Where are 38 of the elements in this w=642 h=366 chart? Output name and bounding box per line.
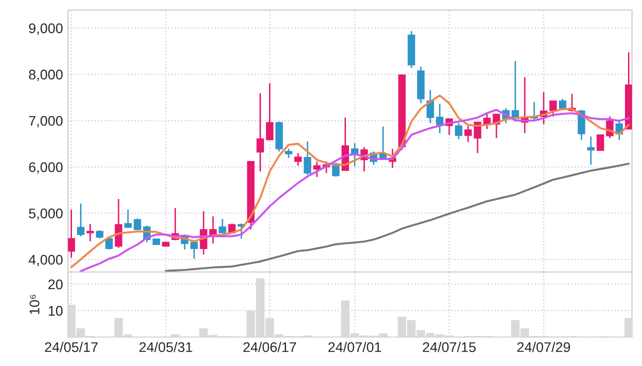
candlestick: [77, 202, 84, 237]
candlestick: [426, 89, 434, 124]
x-tick-label: 24/07/01: [328, 342, 382, 352]
candlestick: [86, 223, 94, 242]
candlestick: [266, 82, 274, 140]
y-tick-label: 5,000: [28, 208, 63, 220]
candlestick: [304, 140, 312, 176]
candlestick: [124, 208, 132, 229]
candlestick: [436, 103, 444, 134]
candlestick: [454, 122, 462, 140]
x-tick-label: 24/07/29: [517, 342, 570, 352]
candlestick: [134, 218, 142, 231]
candlestick: [68, 208, 76, 258]
candlestick: [284, 148, 292, 159]
x-tick-label: 24/07/15: [422, 342, 476, 352]
y-tick-label: 4,000: [28, 254, 63, 266]
x-tick-label: 24/06/17: [243, 342, 296, 352]
y-tick-label: 10: [48, 306, 63, 316]
y-tick-label: 7,000: [29, 116, 63, 128]
x-tick-label: 24/05/31: [139, 342, 192, 352]
y-tick-label: 8,000: [28, 70, 63, 82]
candlestick: [549, 100, 557, 118]
candlestick: [464, 125, 472, 143]
candlestick: [474, 121, 482, 154]
candlestick: [294, 152, 302, 166]
line-series: [164, 162, 630, 272]
candlestick: [114, 198, 122, 249]
candlestick: [256, 92, 264, 172]
y-tick-label: 9,000: [29, 23, 63, 35]
x-tick-label: 24/05/17: [44, 342, 98, 352]
candlestick: [313, 160, 321, 178]
candlestick: [218, 218, 226, 234]
y-tick-label: 6,000: [29, 162, 63, 174]
candlestick: [587, 136, 595, 166]
y-axis-title: 10⁶: [30, 294, 40, 314]
candlestick: [596, 134, 604, 151]
y-tick-label: 20: [48, 279, 63, 290]
candlestick: [190, 240, 198, 260]
